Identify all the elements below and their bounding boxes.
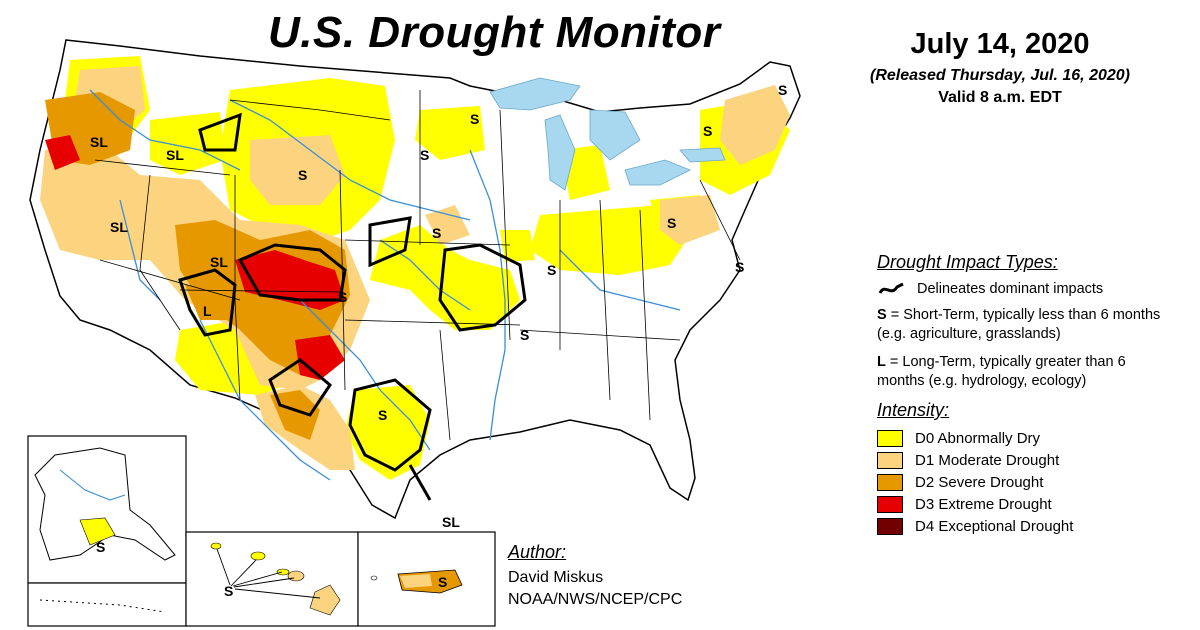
label-wisconsin: S xyxy=(420,147,429,163)
state-borders xyxy=(94,90,741,441)
alaska-inset xyxy=(27,435,187,627)
rivers xyxy=(89,89,681,481)
d2-swatch xyxy=(877,473,903,491)
d3-swatch xyxy=(877,495,903,513)
label-pennsylvania: S xyxy=(667,215,676,231)
label-texas-c: S xyxy=(378,407,387,423)
d2-label: D2 Severe Drought xyxy=(915,473,1044,491)
intensity-row-d1: D1 Moderate Drought xyxy=(877,449,1177,471)
map-title: U.S. Drought Monitor xyxy=(268,8,721,57)
impact-types-heading: Drought Impact Types: xyxy=(877,252,1058,272)
long-term-key: L = Long-Term, typically greater than 6 … xyxy=(877,353,1177,391)
d1-swatch xyxy=(877,451,903,469)
delineation-label: Delineates dominant impacts xyxy=(917,281,1104,297)
intensity-row-d3: D3 Extreme Drought xyxy=(877,493,1177,515)
label-alaska: S xyxy=(96,539,105,555)
intensity-heading: Intensity: xyxy=(877,400,950,420)
short-term-desc: = Short-Term, typically less than 6 mont… xyxy=(877,307,1161,342)
author-heading: Author: xyxy=(508,542,567,562)
d4-swatch xyxy=(877,517,903,535)
label-wyoming: S xyxy=(298,167,307,183)
label-arkansas: S xyxy=(520,327,529,343)
label-ohio-valley: S xyxy=(547,262,556,278)
d0-label: D0 Abnormally Dry xyxy=(915,429,1041,447)
impact-delineation-lines xyxy=(178,112,527,501)
author-block: Author: David Miskus NOAA/NWS/NCEP/CPC xyxy=(508,542,682,611)
d1-label: D1 Moderate Drought xyxy=(915,451,1060,469)
puerto-rico-inset xyxy=(357,531,496,627)
intensity-row-d2: D2 Severe Drought xyxy=(877,471,1177,493)
label-puerto-rico: S xyxy=(438,574,447,590)
impact-labels: SL SL SL SL L S S S SL S S S S S S S S S… xyxy=(90,82,787,599)
author-name: David Miskus xyxy=(508,569,604,586)
short-term-key: S = Short-Term, typically less than 6 mo… xyxy=(877,306,1177,344)
label-kansas-w: S xyxy=(338,289,347,305)
label-utah: SL xyxy=(210,254,228,270)
delineation-line-icon xyxy=(878,282,904,294)
label-idaho: SL xyxy=(166,147,184,163)
label-hawaii: S xyxy=(224,583,233,599)
hawaii-inset xyxy=(185,531,359,627)
label-oregon: SL xyxy=(90,134,108,150)
long-term-desc: = Long-Term, typically greater than 6 mo… xyxy=(877,354,1126,389)
release-date: (Released Thursday, Jul. 16, 2020) xyxy=(870,67,1130,84)
label-chesapeake: S xyxy=(735,259,744,275)
short-term-letter: S xyxy=(877,307,887,323)
label-new-england: S xyxy=(703,123,712,139)
label-nevada: SL xyxy=(110,219,128,235)
intensity-row-d0: D0 Abnormally Dry xyxy=(877,427,1177,449)
long-term-letter: L xyxy=(877,354,886,370)
d3-label: D3 Extreme Drought xyxy=(915,495,1052,513)
label-iowa: S xyxy=(432,225,441,241)
label-minnesota: S xyxy=(470,111,479,127)
great-lakes xyxy=(489,77,726,191)
d0-swatch xyxy=(877,429,903,447)
d4-label: D4 Exceptional Drought xyxy=(915,517,1074,535)
label-maine: S xyxy=(778,82,787,98)
author-org: NOAA/NWS/NCEP/CPC xyxy=(508,591,683,608)
legend: Drought Impact Types: Delineates dominan… xyxy=(877,252,1177,537)
valid-time: Valid 8 a.m. EDT xyxy=(938,89,1062,106)
intensity-list: D0 Abnormally Dry D1 Moderate Drought D2… xyxy=(877,427,1177,537)
label-texas-se: SL xyxy=(442,514,460,530)
delineation-key: Delineates dominant impacts xyxy=(877,281,1177,297)
intensity-row-d4: D4 Exceptional Drought xyxy=(877,515,1177,537)
map-date: July 14, 2020 xyxy=(910,28,1090,60)
date-block: July 14, 2020 (Released Thursday, Jul. 1… xyxy=(820,28,1180,107)
label-arizona: L xyxy=(203,303,212,319)
